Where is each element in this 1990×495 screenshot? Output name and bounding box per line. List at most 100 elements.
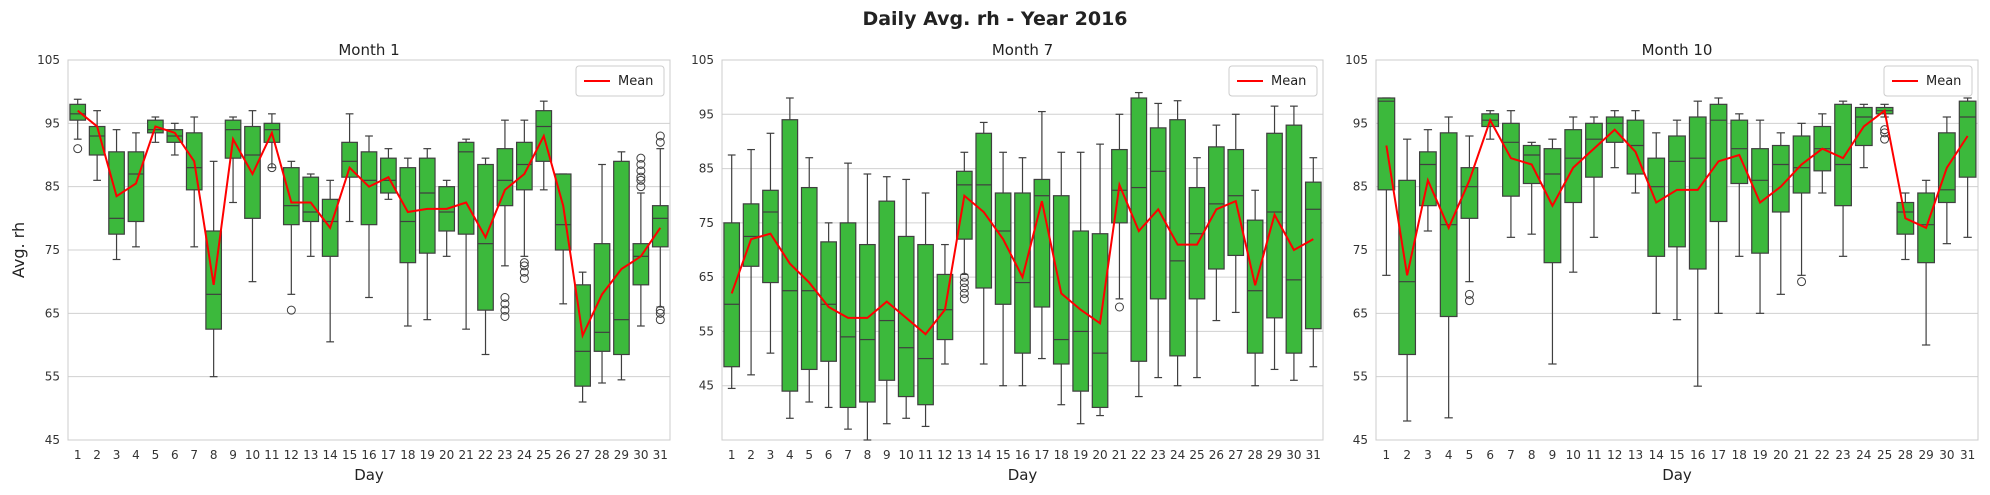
x-tick-label: 4 xyxy=(1445,448,1453,462)
box-body xyxy=(1169,119,1186,357)
x-tick-label: 7 xyxy=(190,448,198,462)
box-body xyxy=(1564,129,1583,204)
box-day-8 xyxy=(859,173,876,441)
box-day-7 xyxy=(839,162,857,430)
x-tick-label: 9 xyxy=(883,448,891,462)
box-day-30 xyxy=(632,153,650,327)
box-body xyxy=(897,235,915,398)
outlier-point xyxy=(636,182,646,192)
x-tick-label: 24 xyxy=(1170,448,1185,462)
y-tick-label: 45 xyxy=(45,433,60,447)
box-day-23 xyxy=(496,119,514,321)
outlier-point xyxy=(500,299,510,309)
x-tick-label: 26 xyxy=(556,448,571,462)
x-tick-label: 24 xyxy=(1856,448,1871,462)
x-tick-label: 29 xyxy=(1918,448,1933,462)
mean-line xyxy=(77,109,662,339)
x-tick-label: 9 xyxy=(229,448,237,462)
x-tick-label: 13 xyxy=(1628,448,1643,462)
x-tick-label: 11 xyxy=(264,448,279,462)
x-tick-label: 8 xyxy=(210,448,218,462)
y-tick-label: 45 xyxy=(1353,433,1368,447)
outlier-point xyxy=(959,272,969,282)
outlier-point xyxy=(267,163,277,173)
y-tick-label: 75 xyxy=(1353,243,1368,257)
x-tick-label: 31 xyxy=(1960,448,1975,462)
plot-frame xyxy=(721,59,1324,441)
box-day-29 xyxy=(613,151,630,381)
x-tick-label: 8 xyxy=(1528,448,1536,462)
box-body xyxy=(360,151,378,226)
outlier-point xyxy=(959,278,969,288)
x-tick-label: 17 xyxy=(381,448,396,462)
x-tick-label: 29 xyxy=(614,448,629,462)
box-body xyxy=(399,167,417,264)
box-body xyxy=(457,141,475,235)
box-body xyxy=(1460,167,1479,219)
x-tick-label: 25 xyxy=(1877,448,1892,462)
x-tick-label: 18 xyxy=(1732,448,1747,462)
x-tick-label: 28 xyxy=(594,448,609,462)
x-tick-label: 5 xyxy=(152,448,160,462)
box-body xyxy=(1149,127,1167,300)
outlier-point xyxy=(636,172,646,182)
y-tick-label: 85 xyxy=(45,180,60,194)
outlier-point xyxy=(500,293,510,302)
x-tick-label: 4 xyxy=(132,448,140,462)
y-tick-label: 95 xyxy=(45,116,60,130)
box-body xyxy=(917,243,934,406)
x-tick-label: 25 xyxy=(1189,448,1204,462)
x-tick-label: 1 xyxy=(728,448,736,462)
box-day-26 xyxy=(1208,124,1225,322)
box-body xyxy=(800,186,818,371)
y-tick-label: 65 xyxy=(45,306,60,320)
x-tick-label: 8 xyxy=(864,448,872,462)
plot-frame xyxy=(67,59,671,441)
y-tick-label: 95 xyxy=(1353,116,1368,130)
outlier-point xyxy=(636,160,646,169)
box-body xyxy=(341,141,358,178)
box-body xyxy=(69,103,87,121)
legend-box xyxy=(1883,65,1973,97)
x-tick-label: 7 xyxy=(844,448,852,462)
x-tick-label: 25 xyxy=(536,448,551,462)
box-day-12 xyxy=(1605,110,1624,169)
outlier-point xyxy=(500,312,510,321)
x-tick-label: 31 xyxy=(1306,448,1321,462)
box-day-29 xyxy=(1266,105,1283,371)
box-day-14 xyxy=(1647,132,1666,314)
box-day-19 xyxy=(418,148,436,321)
box-day-30 xyxy=(1285,105,1303,381)
x-tick-label: 12 xyxy=(937,448,952,462)
x-tick-label: 30 xyxy=(633,448,648,462)
box-body xyxy=(282,167,300,226)
box-day-28 xyxy=(593,163,611,384)
y-tick-label: 105 xyxy=(691,53,714,67)
y-tick-label: 105 xyxy=(1345,53,1368,67)
x-tick-label: 17 xyxy=(1711,448,1726,462)
box-day-11 xyxy=(917,192,934,428)
box-day-4 xyxy=(781,97,799,419)
x-tick-label: 16 xyxy=(1015,448,1030,462)
box-day-15 xyxy=(1668,119,1686,321)
mean-line xyxy=(1385,108,1969,276)
x-tick-label: 3 xyxy=(1424,448,1432,462)
outlier-point xyxy=(655,131,665,141)
x-tick-label: 2 xyxy=(1403,448,1411,462)
outlier-point xyxy=(1114,302,1124,312)
x-tick-label: 20 xyxy=(1773,448,1788,462)
x-tick-label: 30 xyxy=(1286,448,1301,462)
x-tick-label: 30 xyxy=(1939,448,1954,462)
box-day-20 xyxy=(1771,132,1790,295)
legend-box xyxy=(1228,65,1318,97)
y-tick-label: 95 xyxy=(699,107,714,121)
y-tick-label: 75 xyxy=(45,243,60,257)
x-axis-label: Day xyxy=(354,466,384,484)
x-tick-label: 23 xyxy=(497,448,512,462)
x-tick-label: 20 xyxy=(1092,448,1107,462)
box-day-18 xyxy=(1730,113,1749,257)
box-day-31 xyxy=(651,131,669,325)
x-tick-label: 27 xyxy=(575,448,590,462)
box-day-22 xyxy=(1130,91,1148,398)
box-body xyxy=(302,176,320,223)
